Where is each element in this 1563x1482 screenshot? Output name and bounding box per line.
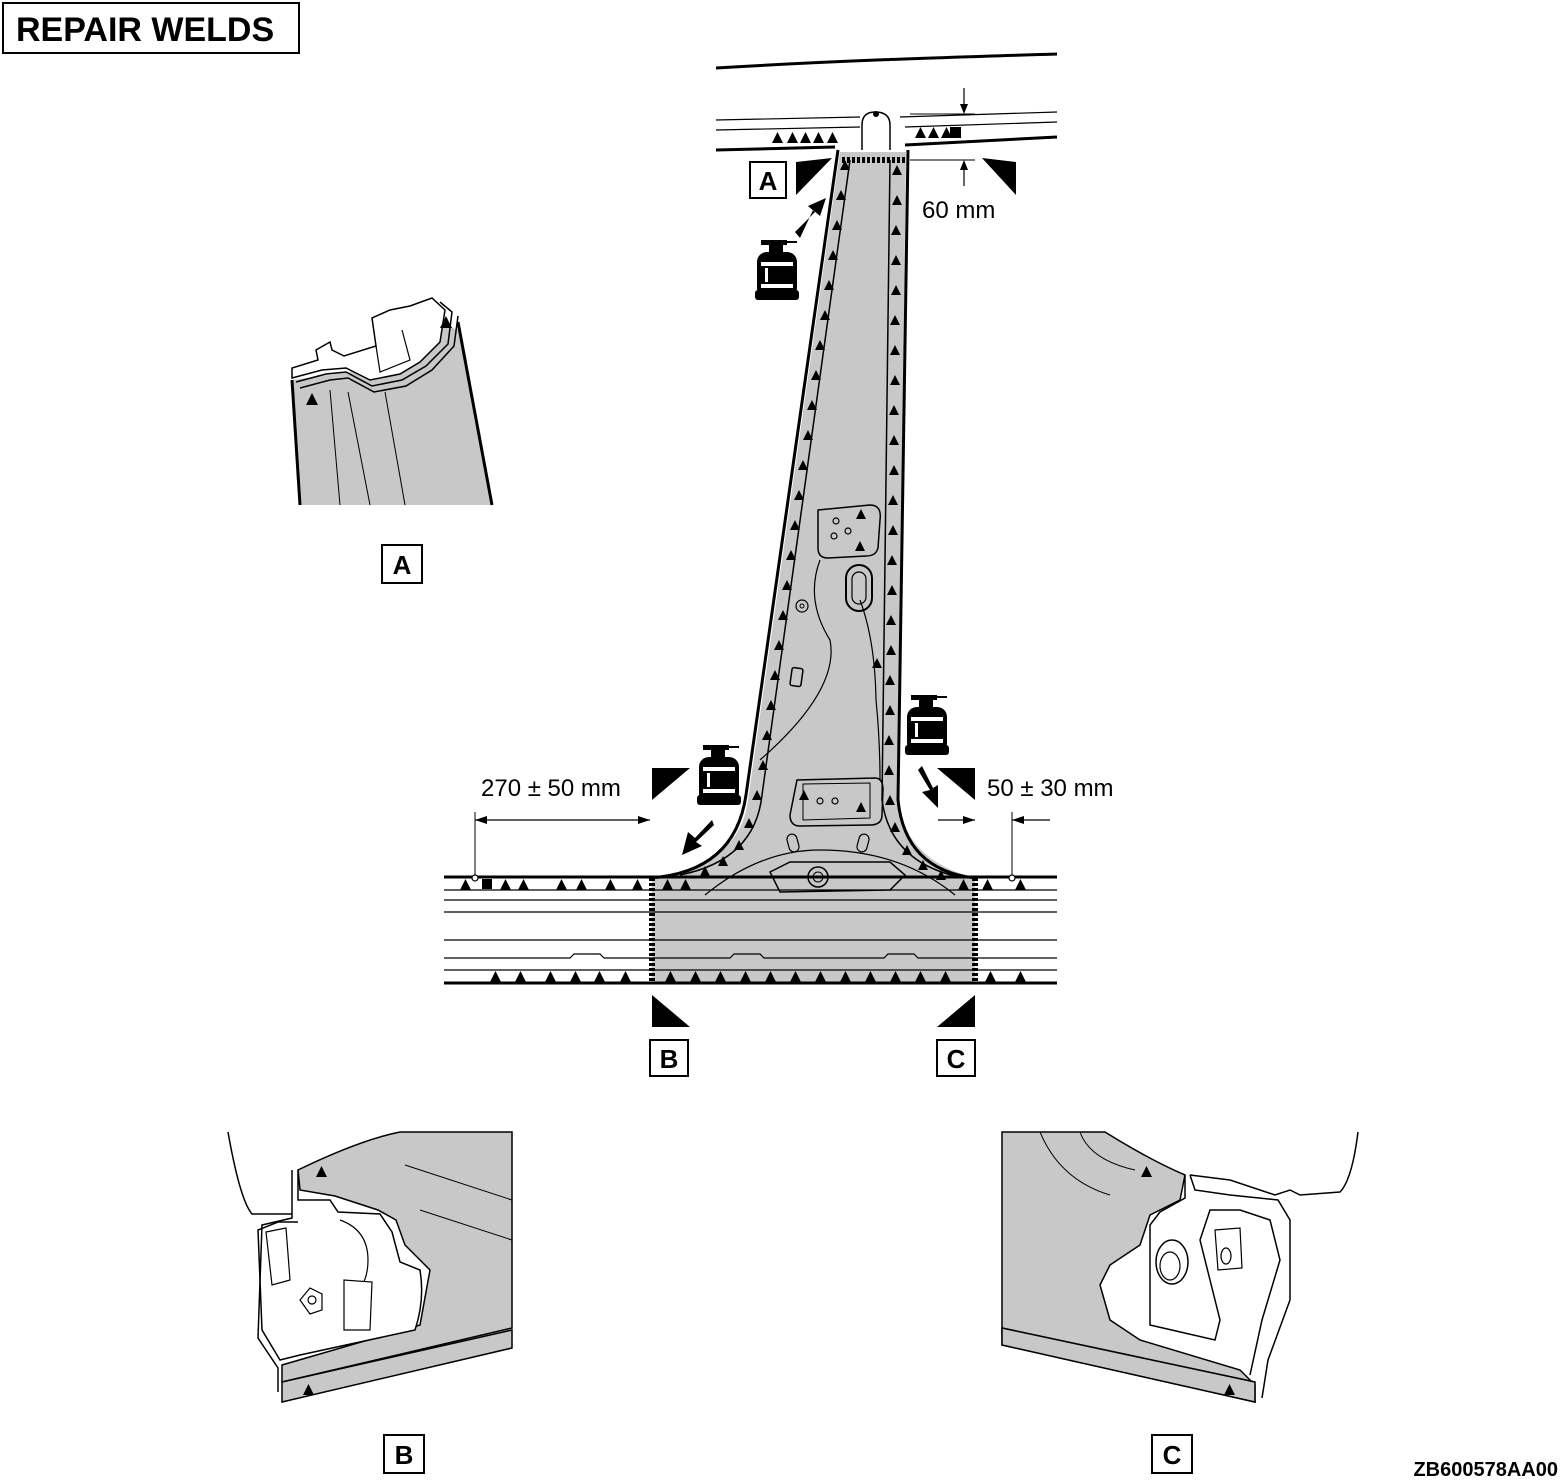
section-marker-a-label: A bbox=[759, 166, 778, 196]
figure-code: ZB600578AA00 bbox=[1413, 1459, 1558, 1481]
detail-c: C bbox=[1001, 1131, 1359, 1474]
b-pillar-main-view bbox=[444, 52, 1058, 985]
arrow-icon-2 bbox=[682, 820, 714, 855]
title: REPAIR WELDS bbox=[16, 11, 274, 49]
dimension-top: 60 mm bbox=[910, 88, 995, 224]
dimension-left-label: 270 ± 50 mm bbox=[481, 775, 621, 802]
dimension-left: 270 ± 50 mm bbox=[474, 775, 650, 875]
section-marker-c-label: C bbox=[947, 1044, 966, 1074]
dimension-right: 50 ± 30 mm bbox=[938, 775, 1114, 875]
sealer-gun-icon-2 bbox=[697, 745, 741, 805]
arrow-icon-1 bbox=[795, 198, 826, 238]
section-marker-a: A bbox=[749, 158, 1016, 199]
title-box: REPAIR WELDS bbox=[2, 2, 300, 54]
arrow-icon-3 bbox=[918, 766, 938, 808]
detail-c-label: C bbox=[1163, 1440, 1182, 1470]
sealer-gun-icon-1 bbox=[755, 240, 799, 300]
roof-welds bbox=[772, 127, 961, 143]
pillar-panel bbox=[652, 152, 975, 983]
section-marker-b-label: B bbox=[660, 1044, 679, 1074]
detail-b-label: B bbox=[395, 1440, 414, 1470]
section-marker-b: B bbox=[649, 768, 690, 1077]
detail-a-label: A bbox=[393, 550, 412, 580]
dimension-top-label: 60 mm bbox=[922, 197, 995, 224]
detail-a: A bbox=[290, 297, 494, 584]
detail-b: B bbox=[227, 1131, 513, 1474]
section-marker-c: C bbox=[936, 768, 976, 1077]
sill-rocker bbox=[444, 874, 1057, 985]
dimension-right-label: 50 ± 30 mm bbox=[987, 775, 1114, 802]
sealer-gun-icon-3 bbox=[905, 695, 949, 755]
